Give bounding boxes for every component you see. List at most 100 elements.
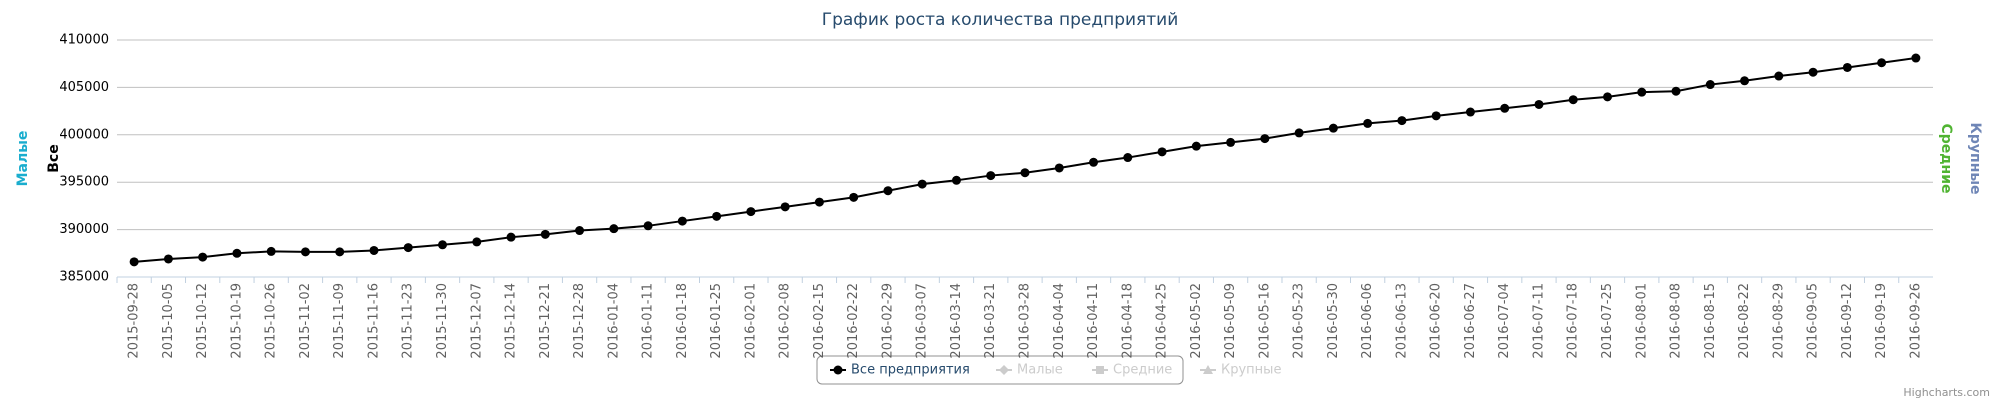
x-tick-label: 2015-12-14 xyxy=(504,283,519,359)
x-tick-label: 2016-03-14 xyxy=(949,283,964,359)
point xyxy=(883,186,893,196)
x-tick-label: 2016-03-21 xyxy=(983,283,998,359)
point xyxy=(712,211,722,221)
x-tick-label: 2015-11-16 xyxy=(366,283,381,359)
x-tick-label: 2016-07-11 xyxy=(1531,283,1546,359)
point xyxy=(986,171,996,181)
x-tick-label: 2016-06-27 xyxy=(1463,283,1478,359)
y-tick-label: 405000 xyxy=(59,80,109,95)
point xyxy=(1020,168,1030,178)
x-tick-label: 2015-10-12 xyxy=(195,283,210,359)
legend-marker xyxy=(1096,366,1104,374)
x-tick-label: 2016-05-02 xyxy=(1189,283,1204,359)
x-tick-label: 2016-02-15 xyxy=(812,283,827,359)
point xyxy=(540,229,550,239)
x-tick-label: 2016-01-04 xyxy=(606,283,621,359)
x-tick-label: 2016-02-01 xyxy=(743,283,758,359)
y-tick-label: 395000 xyxy=(59,175,109,190)
axis-title: Малые xyxy=(15,131,31,187)
x-tick-label: 2016-08-01 xyxy=(1634,283,1649,359)
legend-item[interactable]: Малые xyxy=(1017,363,1063,378)
x-tick-label: 2016-09-19 xyxy=(1874,283,1889,359)
point xyxy=(1123,153,1133,163)
point xyxy=(1294,128,1304,138)
point xyxy=(1534,99,1544,109)
x-tick-label: 2015-12-07 xyxy=(469,283,484,359)
point xyxy=(951,175,961,185)
point xyxy=(506,232,516,242)
x-tick-label: 2015-10-26 xyxy=(264,283,279,359)
x-tick-label: 2016-08-29 xyxy=(1771,283,1786,359)
point xyxy=(1089,157,1099,167)
point xyxy=(1226,137,1236,147)
chart-title: График роста количества предприятий xyxy=(822,10,1179,30)
x-tick-label: 2015-11-02 xyxy=(298,283,313,359)
x-tick-label: 2016-04-11 xyxy=(1086,283,1101,359)
x-tick-label: 2016-03-07 xyxy=(915,283,930,359)
legend-item[interactable]: Все предприятия xyxy=(851,363,970,378)
x-tick-label: 2016-02-08 xyxy=(778,283,793,359)
point xyxy=(746,207,756,217)
y-tick-label: 390000 xyxy=(59,222,109,237)
point xyxy=(1397,116,1407,126)
series-line xyxy=(134,57,1917,263)
x-tick-label: 2015-11-23 xyxy=(401,283,416,359)
point xyxy=(335,247,345,257)
x-tick-label: 2016-09-26 xyxy=(1908,283,1923,359)
point xyxy=(1260,134,1270,144)
point xyxy=(1431,111,1441,121)
x-tick-label: 2016-05-23 xyxy=(1292,283,1307,359)
x-tick-label: 2015-10-19 xyxy=(229,283,244,359)
y-tick-label: 410000 xyxy=(59,33,109,48)
point xyxy=(1054,163,1064,173)
point xyxy=(917,179,927,189)
point xyxy=(1705,80,1715,90)
point xyxy=(677,216,687,226)
legend-item[interactable]: Крупные xyxy=(1221,363,1281,378)
legend-marker xyxy=(999,365,1009,375)
axis-title: Крупные xyxy=(1967,122,1983,194)
x-tick-label: 2016-08-15 xyxy=(1703,283,1718,359)
x-tick-label: 2015-11-30 xyxy=(435,283,450,359)
point xyxy=(1328,123,1338,133)
x-tick-label: 2016-01-18 xyxy=(675,283,690,359)
point xyxy=(814,197,824,207)
x-tick-label: 2015-10-05 xyxy=(161,283,176,359)
point xyxy=(609,224,619,234)
point xyxy=(1911,53,1921,63)
point xyxy=(300,247,310,257)
point xyxy=(1877,58,1887,68)
point xyxy=(1774,71,1784,81)
point xyxy=(1808,67,1818,77)
x-tick-label: 2016-07-04 xyxy=(1497,283,1512,359)
point xyxy=(472,237,482,247)
legend-marker xyxy=(1203,365,1213,374)
point xyxy=(369,245,379,255)
point xyxy=(1465,107,1475,117)
x-tick-label: 2016-06-06 xyxy=(1360,283,1375,359)
point xyxy=(575,226,585,236)
point xyxy=(1602,92,1612,102)
point xyxy=(1671,86,1681,96)
y-tick-label: 400000 xyxy=(59,127,109,142)
x-tick-label: 2016-07-18 xyxy=(1566,283,1581,359)
x-tick-label: 2016-08-22 xyxy=(1737,283,1752,359)
credits[interactable]: Highcharts.com xyxy=(1903,386,1990,399)
point xyxy=(403,243,413,253)
x-tick-label: 2015-09-28 xyxy=(127,283,142,359)
point xyxy=(643,221,653,231)
point xyxy=(1637,87,1647,97)
point xyxy=(163,254,173,264)
legend-item[interactable]: Средние xyxy=(1113,363,1172,378)
legend-box xyxy=(816,355,1184,385)
x-tick-label: 2016-05-16 xyxy=(1257,283,1272,359)
point xyxy=(780,202,790,212)
x-tick-label: 2015-12-28 xyxy=(572,283,587,359)
x-tick-label: 2016-03-28 xyxy=(1018,283,1033,359)
legend-marker xyxy=(833,365,843,375)
x-tick-label: 2015-12-21 xyxy=(538,283,553,359)
x-tick-label: 2015-11-09 xyxy=(332,283,347,359)
x-tick-label: 2016-06-20 xyxy=(1429,283,1444,359)
x-tick-label: 2016-07-25 xyxy=(1600,283,1615,359)
